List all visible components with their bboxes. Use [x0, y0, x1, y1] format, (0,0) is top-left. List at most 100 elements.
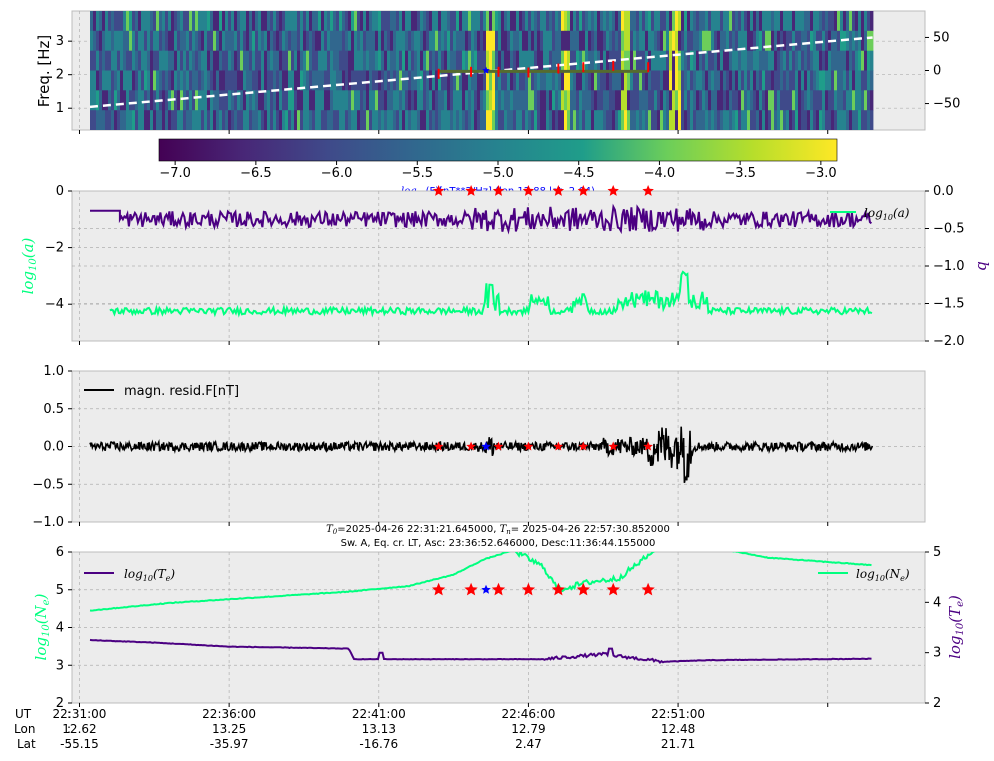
heat-cell-382: [279, 90, 283, 111]
heat-cell-1223: [699, 110, 703, 130]
heat-cell-1250: [714, 50, 718, 71]
heat-cell-1187: [681, 110, 685, 130]
heat-cell-181: [180, 30, 184, 52]
heat-cell-1411: [795, 30, 799, 52]
heat-cell-1096: [636, 90, 640, 111]
heat-cell-412: [294, 90, 298, 111]
heat-cell-1112: [645, 50, 649, 71]
nete-ytick-label-4: 6: [56, 545, 64, 560]
heat-cell-190: [183, 90, 187, 111]
heat-cell-183: [180, 70, 184, 91]
heat-cell-351: [264, 70, 268, 91]
heat-cell-785: [480, 110, 484, 130]
heat-cell-568: [372, 90, 376, 111]
ne-legend-rest: (N: [885, 567, 901, 581]
heat-cell-489: [333, 70, 337, 91]
heat-cell-1563: [870, 70, 874, 91]
ab-y2tick-label-1: −0.5: [933, 222, 965, 237]
heat-cell-922: [549, 90, 553, 111]
heat-cell-556: [366, 90, 370, 111]
heat-cell-1329: [753, 70, 757, 91]
heat-cell-522: [351, 11, 355, 32]
heat-cell-299: [237, 110, 241, 130]
heat-cell-692: [435, 50, 439, 71]
heat-cell-1260: [720, 11, 724, 32]
heat-cell-1043: [609, 110, 613, 130]
heat-cell-514: [345, 90, 349, 111]
heat-cell-1200: [690, 11, 694, 32]
heat-cell-148: [162, 90, 166, 111]
heat-cell-498: [339, 11, 343, 32]
heat-cell-229: [204, 30, 208, 52]
heat-cell-958: [567, 90, 571, 111]
heat-cell-961: [570, 30, 574, 52]
heat-cell-1144: [660, 90, 664, 111]
heat-cell-584: [381, 50, 385, 71]
heat-cell-1340: [759, 50, 763, 71]
heat-cell-1237: [708, 30, 712, 52]
heat-cell-445: [312, 30, 316, 52]
heat-cell-673: [426, 30, 430, 52]
heat-cell-815: [495, 110, 499, 130]
heat-cell-833: [504, 110, 508, 130]
heat-cell-776: [477, 50, 481, 71]
heat-cell-249: [213, 70, 217, 91]
spectrogram-y2-ticks: 500−50: [925, 30, 960, 112]
heat-cell-1181: [678, 110, 682, 130]
heat-cell-384: [282, 11, 286, 32]
heat-cell-1014: [597, 11, 601, 32]
ne-ylabel-log: log: [32, 637, 50, 660]
heat-cell-1041: [609, 70, 613, 91]
heat-cell-916: [546, 90, 550, 111]
heat-cell-761: [468, 110, 472, 130]
heat-cell-1285: [732, 30, 736, 52]
heat-cell-1350: [765, 11, 769, 32]
resid-legend-label: magn. resid.F[nT]: [124, 384, 239, 399]
heat-cell-906: [543, 11, 547, 32]
heat-cell-1126: [651, 90, 655, 111]
heat-cell-1295: [735, 110, 739, 130]
heat-cell-1534: [855, 90, 859, 111]
heat-cell-654: [417, 11, 421, 32]
heat-cell-478: [327, 90, 331, 111]
heat-cell-617: [396, 110, 400, 130]
heat-cell-379: [279, 30, 283, 52]
heat-cell-733: [456, 30, 460, 52]
heat-cell-921: [549, 70, 553, 91]
heat-cell-838: [507, 90, 511, 111]
heat-cell-1332: [756, 11, 760, 32]
heat-cell-331: [255, 30, 259, 52]
cbar-tick-label-2: −6.0: [321, 166, 353, 181]
heat-cell-1440: [810, 11, 814, 32]
heat-cell-588: [384, 11, 388, 32]
heat-cell-336: [258, 11, 262, 32]
heat-cell-640: [408, 90, 412, 111]
heat-cell-1271: [723, 110, 727, 130]
heat-cell-1556: [867, 50, 871, 71]
heat-cell-725: [450, 110, 454, 130]
heat-cell-909: [543, 70, 547, 91]
alpha-series-line: [90, 203, 873, 235]
heat-cell-1166: [672, 50, 676, 71]
heat-cell-954: [567, 11, 571, 32]
heat-cell-1335: [756, 70, 760, 91]
heat-cell-993: [585, 70, 589, 91]
heat-cell-234: [207, 11, 211, 32]
heat-cell-583: [381, 30, 385, 52]
heat-cell-1120: [648, 90, 652, 111]
heat-cell-357: [267, 70, 271, 91]
heat-cell-528: [354, 11, 358, 32]
lat-label-4: 21.71: [661, 737, 695, 751]
heat-cell-1565: [870, 110, 874, 130]
heat-cell-1270: [723, 90, 727, 111]
te-legend-rest: (T: [153, 567, 167, 581]
heat-cell-841: [510, 30, 514, 52]
heat-cell-346: [261, 90, 265, 111]
heat-cell-980: [579, 50, 583, 71]
heat-cell-1140: [660, 11, 664, 32]
heat-cell-690: [435, 11, 439, 32]
heat-cell-119: [147, 110, 151, 130]
heat-cell-938: [558, 50, 562, 71]
heat-cell-1505: [840, 110, 844, 130]
heat-cell-779: [477, 110, 481, 130]
